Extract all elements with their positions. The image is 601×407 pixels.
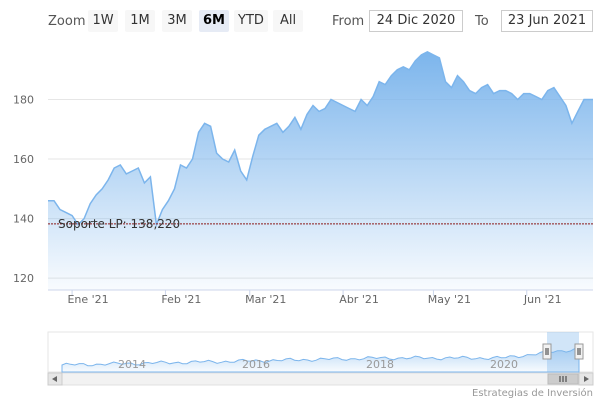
arrow-right-icon bbox=[584, 376, 589, 382]
scrollbar-track[interactable] bbox=[47, 372, 594, 386]
navigator: 2014 2016 2018 2020 bbox=[47, 331, 594, 373]
navigator-year-label: 2018 bbox=[366, 358, 394, 371]
to-label: To bbox=[475, 14, 489, 29]
y-tick-label: 180 bbox=[13, 94, 34, 107]
navigator-right-handle[interactable] bbox=[574, 343, 584, 360]
arrow-left-icon bbox=[52, 376, 57, 382]
zoom-1w-button[interactable]: 1W bbox=[88, 10, 118, 32]
range-selector: Zoom 1W 1M 3M 6M YTD All From 24 Dic 202… bbox=[0, 0, 601, 40]
price-line bbox=[48, 51, 593, 228]
credits-link[interactable]: Estrategias de Inversión bbox=[472, 388, 593, 399]
from-date-input[interactable]: 24 Dic 2020 bbox=[369, 10, 463, 32]
navigator-left-handle[interactable] bbox=[542, 343, 552, 360]
zoom-3m-button[interactable]: 3M bbox=[162, 10, 192, 32]
x-axis: Ene '21 Feb '21 Mar '21 Abr '21 May '21 Jun '… bbox=[67, 290, 562, 306]
support-label: Soporte LP: 138,220 bbox=[58, 217, 180, 231]
zoom-6m-button[interactable]: 6M bbox=[199, 10, 229, 32]
x-tick-label: Abr '21 bbox=[339, 293, 379, 306]
y-tick-label: 120 bbox=[13, 272, 34, 285]
y-tick-label: 140 bbox=[13, 213, 34, 226]
x-tick-label: Feb '21 bbox=[161, 293, 201, 306]
x-tick-label: Mar '21 bbox=[245, 293, 286, 306]
navigator-year-label: 2016 bbox=[242, 358, 270, 371]
navigator-series bbox=[61, 347, 580, 373]
y-tick-label: 160 bbox=[13, 153, 34, 166]
from-label: From bbox=[332, 14, 365, 29]
zoom-ytd-button[interactable]: YTD bbox=[234, 10, 268, 32]
x-tick-label: Ene '21 bbox=[67, 293, 108, 306]
scrollbar[interactable] bbox=[47, 372, 594, 386]
zoom-label: Zoom bbox=[48, 14, 86, 29]
to-date-input[interactable]: 23 Jun 2021 bbox=[501, 10, 593, 32]
navigator-selection[interactable] bbox=[547, 332, 579, 372]
x-tick-label: Jun '21 bbox=[523, 293, 562, 306]
zoom-all-button[interactable]: All bbox=[273, 10, 303, 32]
navigator-year-label: 2020 bbox=[490, 358, 518, 371]
price-area bbox=[48, 51, 593, 291]
y-axis: 120 140 160 180 bbox=[13, 94, 34, 286]
zoom-1m-button[interactable]: 1M bbox=[125, 10, 155, 32]
x-tick-label: May '21 bbox=[428, 293, 471, 306]
navigator-year-label: 2014 bbox=[118, 358, 146, 371]
